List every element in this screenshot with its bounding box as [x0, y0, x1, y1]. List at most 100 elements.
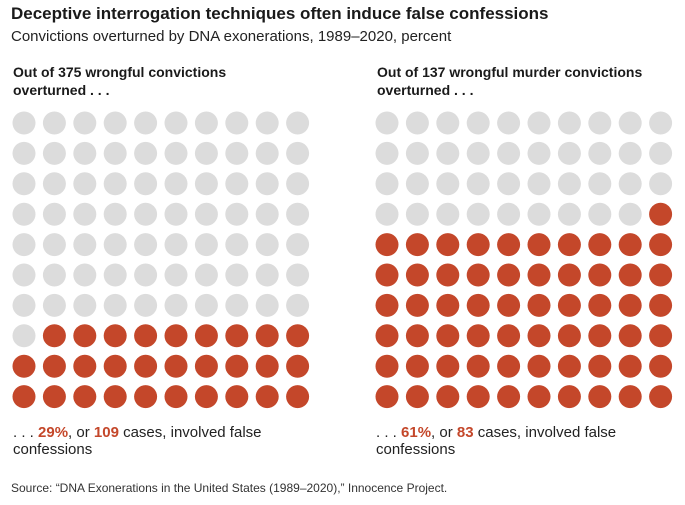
caption-all-convictions: . . . 29%, or 109 cases, involved false … — [13, 424, 262, 458]
caption-line2: confessions — [376, 441, 456, 458]
waffle-dot-false-confession — [134, 385, 158, 409]
waffle-dot-other — [527, 141, 551, 165]
waffle-dot-other — [527, 172, 551, 196]
waffle-dot-false-confession — [375, 385, 399, 409]
waffle-dot-other — [134, 141, 158, 165]
panel-heading-line1: Out of 137 wrongful murder convictions — [377, 64, 643, 80]
waffle-dot-other — [12, 263, 36, 287]
waffle-dot-other — [42, 263, 66, 287]
waffle-dot-other — [12, 324, 36, 348]
waffle-dot-false-confession — [588, 233, 612, 257]
waffle-dot-false-confession — [588, 263, 612, 287]
waffle-dot-other — [164, 263, 188, 287]
caption-suffix: cases, involved false — [473, 424, 617, 441]
panel-heading-line1: Out of 375 wrongful convictions — [13, 64, 227, 80]
waffle-dot-other — [42, 111, 66, 135]
waffle-dot-other — [286, 233, 310, 257]
waffle-dot-other — [103, 172, 127, 196]
waffle-dot-false-confession — [42, 354, 66, 378]
waffle-dot-false-confession — [225, 385, 249, 409]
waffle-dot-other — [618, 202, 642, 226]
waffle-dot-other — [436, 111, 460, 135]
waffle-dot-other — [42, 141, 66, 165]
waffle-dot-other — [194, 293, 218, 317]
waffle-dot-other — [497, 141, 521, 165]
waffle-dot-false-confession — [73, 385, 97, 409]
waffle-dot-false-confession — [527, 233, 551, 257]
waffle-dot-other — [618, 111, 642, 135]
waffle-dot-false-confession — [466, 354, 490, 378]
waffle-dot-false-confession — [649, 293, 673, 317]
waffle-dot-other — [255, 141, 279, 165]
waffle-dot-false-confession — [286, 354, 310, 378]
waffle-grid-all-convictions — [12, 111, 310, 409]
waffle-dot-false-confession — [588, 354, 612, 378]
waffle-dot-false-confession — [375, 263, 399, 287]
waffle-dot-false-confession — [103, 324, 127, 348]
waffle-dot-other — [42, 202, 66, 226]
waffle-dot-false-confession — [436, 324, 460, 348]
waffle-dot-other — [527, 111, 551, 135]
waffle-dot-false-confession — [164, 354, 188, 378]
waffle-dot-false-confession — [436, 385, 460, 409]
waffle-dot-false-confession — [618, 354, 642, 378]
waffle-dot-other — [649, 172, 673, 196]
waffle-dot-other — [588, 172, 612, 196]
waffle-dot-false-confession — [375, 324, 399, 348]
waffle-dot-other — [164, 233, 188, 257]
waffle-dot-false-confession — [497, 324, 521, 348]
waffle-dot-other — [375, 141, 399, 165]
waffle-dot-false-confession — [255, 385, 279, 409]
waffle-dot-other — [12, 111, 36, 135]
waffle-dot-false-confession — [194, 385, 218, 409]
caption-mid: , or — [431, 424, 457, 441]
waffle-dot-false-confession — [497, 233, 521, 257]
waffle-dot-other — [255, 293, 279, 317]
waffle-dot-false-confession — [255, 324, 279, 348]
waffle-dot-false-confession — [466, 385, 490, 409]
waffle-dot-false-confession — [618, 324, 642, 348]
waffle-dot-other — [164, 202, 188, 226]
waffle-dot-false-confession — [649, 263, 673, 287]
waffle-dot-false-confession — [618, 263, 642, 287]
waffle-dot-false-confession — [466, 293, 490, 317]
waffle-dot-false-confession — [405, 263, 429, 287]
chart-subtitle: Convictions overturned by DNA exoneratio… — [11, 28, 452, 45]
waffle-dot-other — [286, 202, 310, 226]
waffle-dot-other — [194, 233, 218, 257]
waffle-dot-false-confession — [73, 324, 97, 348]
waffle-dot-other — [466, 172, 490, 196]
waffle-dot-other — [286, 141, 310, 165]
waffle-dot-other — [436, 141, 460, 165]
waffle-dot-false-confession — [588, 324, 612, 348]
waffle-dot-other — [618, 172, 642, 196]
waffle-dot-other — [103, 263, 127, 287]
waffle-dot-false-confession — [436, 263, 460, 287]
waffle-dot-other — [164, 141, 188, 165]
caption-murder-convictions: . . . 61%, or 83 cases, involved false c… — [376, 424, 616, 458]
chart-title: Deceptive interrogation techniques often… — [11, 4, 549, 23]
waffle-dot-false-confession — [527, 354, 551, 378]
waffle-dot-false-confession — [649, 233, 673, 257]
waffle-dot-false-confession — [497, 385, 521, 409]
waffle-dot-other — [255, 263, 279, 287]
waffle-dot-other — [588, 141, 612, 165]
waffle-dot-other — [103, 202, 127, 226]
waffle-dot-other — [255, 172, 279, 196]
waffle-dot-false-confession — [134, 354, 158, 378]
waffle-dot-false-confession — [286, 385, 310, 409]
waffle-dot-other — [194, 141, 218, 165]
waffle-dot-other — [73, 172, 97, 196]
waffle-dot-other — [103, 141, 127, 165]
waffle-dot-other — [225, 141, 249, 165]
waffle-dot-false-confession — [649, 385, 673, 409]
panel-heading-line2: overturned . . . — [377, 82, 474, 98]
waffle-dot-other — [466, 141, 490, 165]
waffle-dot-other — [73, 263, 97, 287]
waffle-dot-false-confession — [405, 324, 429, 348]
waffle-dot-false-confession — [134, 324, 158, 348]
waffle-dot-other — [375, 172, 399, 196]
waffle-dot-other — [103, 111, 127, 135]
cases-label: 83 — [456, 424, 474, 441]
waffle-dot-other — [618, 141, 642, 165]
